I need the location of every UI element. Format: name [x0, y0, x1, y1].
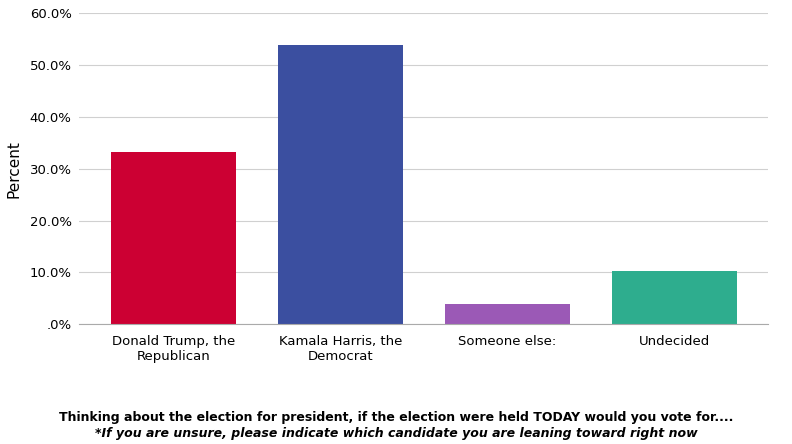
- Y-axis label: Percent: Percent: [6, 140, 21, 198]
- Bar: [444, 305, 570, 324]
- Text: Thinking about the election for president, if the election were held TODAY would: Thinking about the election for presiden…: [59, 411, 733, 424]
- Text: *If you are unsure, please indicate which candidate you are leaning toward right: *If you are unsure, please indicate whic…: [95, 427, 697, 440]
- Bar: [611, 271, 737, 324]
- Bar: [111, 152, 236, 324]
- Bar: [277, 45, 403, 324]
